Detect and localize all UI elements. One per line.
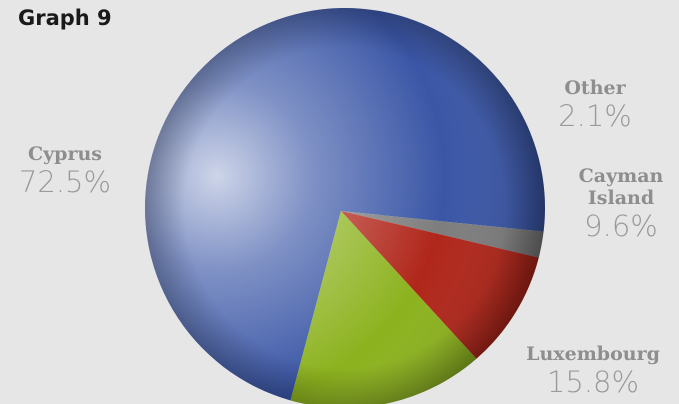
label-luxembourg-name: Luxembourg (526, 343, 660, 365)
label-cyprus-name: Cyprus (28, 143, 102, 165)
label-other-value: 2.1% (558, 98, 632, 133)
label-other: Other 2.1% (540, 77, 650, 133)
label-cayman: Cayman Island 9.6% (566, 165, 676, 243)
chart-title: Graph 9 (18, 6, 112, 30)
label-cayman-name-line2: Island (587, 186, 655, 209)
label-luxembourg-value: 15.8% (546, 364, 640, 399)
label-luxembourg: Luxembourg 15.8% (508, 343, 678, 399)
label-cyprus-value: 72.5% (18, 164, 112, 199)
label-cyprus: Cyprus 72.5% (0, 143, 130, 199)
label-cayman-name-line1: Cayman (578, 165, 664, 187)
label-other-name: Other (564, 77, 626, 99)
label-cayman-value: 9.6% (584, 208, 658, 243)
